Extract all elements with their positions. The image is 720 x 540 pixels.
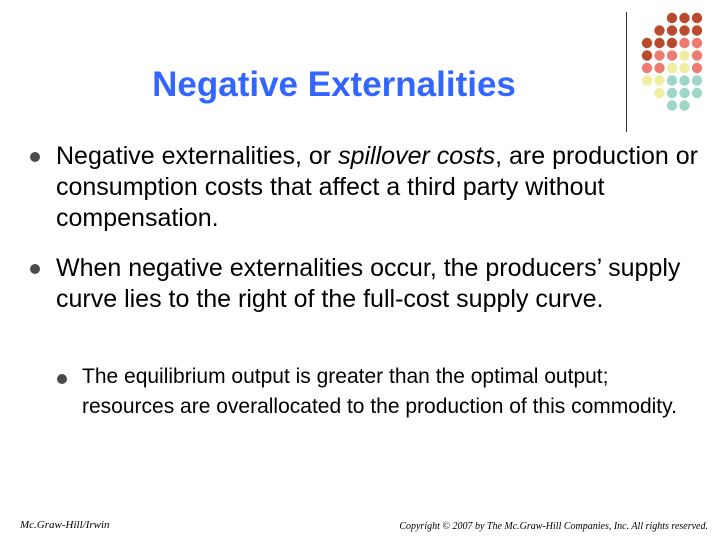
decorative-dot: [691, 62, 703, 74]
decorative-dot: [666, 50, 678, 61]
decorative-dot: [679, 50, 690, 61]
decorative-dot: [654, 75, 665, 86]
bullet-dot-2: [30, 264, 40, 274]
decorative-dot: [666, 37, 678, 49]
decorative-dot: [666, 25, 678, 36]
decorative-dot: [641, 62, 653, 74]
decorative-dot: [679, 87, 690, 99]
decorative-dot: [666, 100, 678, 111]
decorative-dot: [654, 50, 665, 61]
decorative-dot: [641, 37, 653, 49]
footer-publisher: Mc.Graw-Hill/Irwin: [20, 519, 110, 531]
decorative-dot: [654, 37, 665, 49]
decorative-dot: [679, 37, 690, 49]
decorative-dot: [641, 50, 653, 61]
decorative-dot: [679, 25, 690, 36]
decorative-dot: [691, 50, 703, 61]
sub-bullet-dot-1: [57, 374, 67, 384]
decorative-dot: [691, 75, 703, 86]
decorative-dot: [691, 37, 703, 49]
decorative-vertical-line: [626, 12, 627, 132]
decorative-dot: [691, 25, 703, 36]
decorative-dot: [666, 62, 678, 74]
decorative-dot: [654, 87, 665, 99]
bullet-1-run-1: Negative externalities, or: [56, 142, 339, 170]
decorative-dot: [666, 75, 678, 86]
bullet-1-run-3: , are production or consumption costs th…: [56, 142, 698, 232]
decorative-dot: [641, 75, 653, 86]
bullet-text-1: Negative externalities, or spillover cos…: [56, 141, 706, 234]
decorative-dot: [679, 75, 690, 86]
decorative-dot: [679, 62, 690, 74]
decorative-dot: [679, 12, 690, 24]
sub-bullet-text-1: The equilibrium output is greater than t…: [82, 365, 677, 418]
slide-title: Negative Externalities: [152, 65, 516, 104]
bullet-1-run-2: spillover costs: [338, 142, 496, 170]
footer-copyright: Copyright © 2007 by The Mc.Graw-Hill Com…: [399, 521, 708, 532]
decorative-dot: [666, 12, 678, 24]
decorative-dot-grid: [641, 12, 703, 111]
decorative-dot: [654, 25, 665, 36]
decorative-dot: [654, 62, 665, 74]
decorative-dot: [666, 87, 678, 99]
bullet-2-run-1: When negative externalities occur, the p…: [56, 254, 681, 313]
decorative-dot: [679, 100, 690, 111]
bullet-text-2: When negative externalities occur, the p…: [56, 253, 706, 315]
bullet-dot-1: [30, 152, 40, 162]
decorative-dot: [691, 12, 703, 24]
decorative-dot: [691, 87, 703, 99]
